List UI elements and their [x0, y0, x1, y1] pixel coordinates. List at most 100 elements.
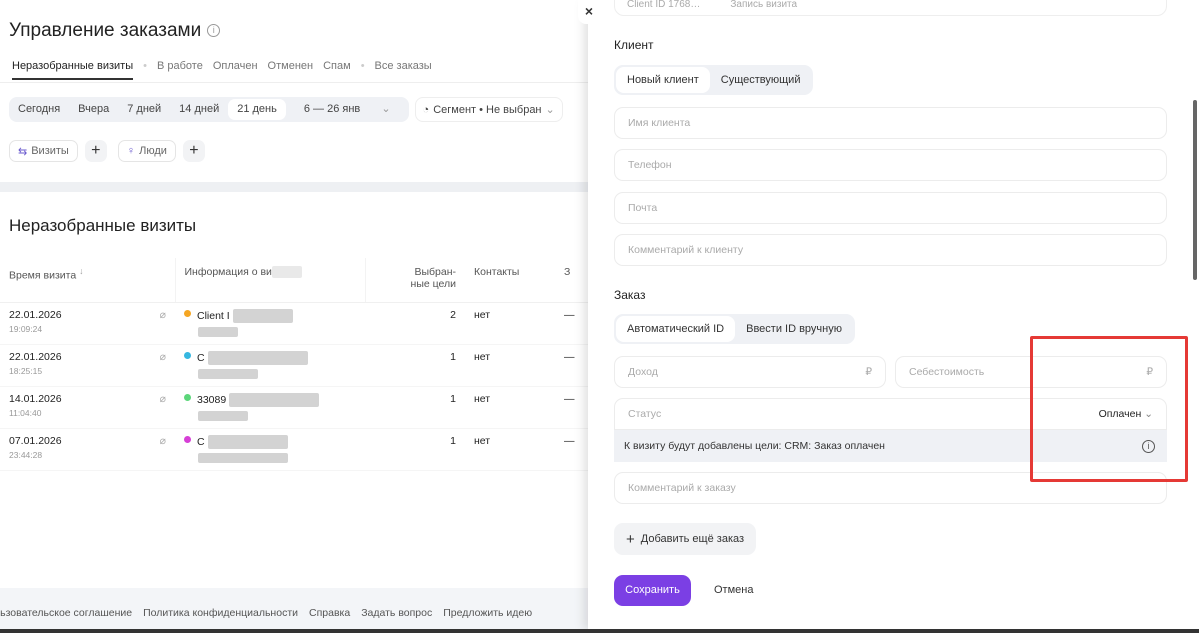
visits-table: Время визита ↓ Информация о ви Выбран- н… — [0, 258, 600, 471]
visit-info-cell: Client I — [175, 302, 365, 345]
segment-select[interactable]: ◔ Сегмент • Не выбран ⌄ — [414, 97, 563, 122]
header-visit-time[interactable]: Время визита ↓ — [0, 258, 175, 303]
add-visits-filter-button[interactable]: + — [84, 140, 107, 162]
visit-info-cell: C — [175, 428, 365, 471]
email-input[interactable]: Почта — [614, 192, 1167, 224]
pie-icon: ◔ — [422, 103, 430, 116]
goals-cell: 1 — [365, 344, 465, 387]
goals-cell: 1 — [365, 428, 465, 471]
goals-cell: 1 — [365, 386, 465, 429]
visit-info-cell: 33089 — [175, 386, 365, 429]
chip-row: ⇆ Визиты + ♀ Люди + — [9, 140, 205, 162]
close-icon[interactable]: × — [578, 0, 600, 24]
tab-spam[interactable]: Спам — [323, 60, 351, 72]
redacted — [198, 326, 238, 337]
date-21days[interactable]: 21 день — [228, 99, 286, 120]
header-goals: Выбран- ные цели — [364, 258, 465, 303]
date-presets: Сегодня Вчера 7 дней 14 дней 21 день 6 —… — [9, 97, 409, 122]
income-input[interactable]: Доход ₽ — [614, 356, 886, 388]
plus-icon: + — [626, 530, 635, 548]
ruble-icon: ₽ — [865, 366, 872, 378]
tab-in-work[interactable]: В работе — [156, 60, 203, 72]
tab-unsorted[interactable]: Неразобранные визиты — [12, 60, 134, 80]
footer-link-agreement[interactable]: льзовательское соглашение — [0, 607, 133, 619]
client-comment-input[interactable]: Комментарий к клиенту — [614, 234, 1167, 266]
tab-separator: • — [143, 60, 147, 72]
add-people-filter-button[interactable]: + — [182, 140, 205, 162]
cancel-button[interactable]: Отмена — [714, 584, 754, 596]
tab-all[interactable]: Все заказы — [374, 60, 432, 72]
info-icon[interactable]: i — [1142, 439, 1155, 453]
ruble-icon: ₽ — [1146, 366, 1153, 378]
date-range-picker[interactable]: 6 — 26 янв ⌄ — [286, 99, 409, 120]
header-info: Информация о ви — [174, 258, 365, 303]
visit-time-cell: 22.01.2026 ⌀ 18:25:15 — [0, 344, 175, 387]
orders-page: Управление заказами i Неразобранные визит… — [0, 20, 600, 630]
section-divider — [0, 182, 600, 192]
toggle-manual-id[interactable]: Ввести ID вручную — [746, 323, 842, 335]
date-7days[interactable]: 7 дней — [127, 103, 162, 115]
phone-input[interactable]: Телефон — [614, 149, 1167, 181]
swap-icon: ⇆ — [18, 145, 28, 158]
redacted — [229, 392, 320, 407]
client-name-input[interactable]: Имя клиента — [614, 107, 1167, 139]
visit-info-cell: C — [175, 344, 365, 387]
redacted — [198, 410, 248, 421]
attach-icon[interactable]: ⌀ — [159, 392, 166, 405]
add-order-button[interactable]: + Добавить ещё заказ — [614, 523, 757, 555]
date-yesterday[interactable]: Вчера — [78, 103, 110, 115]
scrollbar[interactable] — [1193, 100, 1197, 280]
visits-chip[interactable]: ⇆ Визиты — [9, 140, 78, 162]
tab-separator: • — [360, 60, 365, 72]
section-title: Неразобранные визиты — [9, 216, 197, 235]
status-select[interactable]: Статус Оплачен ⌄ — [614, 398, 1167, 430]
filter-row: Сегодня Вчера 7 дней 14 дней 21 день 6 —… — [9, 97, 563, 122]
table-row[interactable]: 14.01.2026 ⌀ 11:04:40 33089 1 нет — — [0, 386, 600, 429]
tab-cancelled[interactable]: Отменен — [267, 60, 314, 72]
footer-link-privacy[interactable]: Политика конфиденциальности — [143, 607, 298, 619]
date-today[interactable]: Сегодня — [18, 103, 61, 115]
footer-link-idea[interactable]: Предложить идею — [443, 607, 533, 619]
info-icon[interactable]: i — [207, 24, 221, 37]
tab-paid[interactable]: Оплачен — [212, 60, 258, 72]
toggle-auto-id[interactable]: Автоматический ID — [616, 316, 736, 342]
people-chip[interactable]: ♀ Люди — [117, 140, 176, 162]
redacted — [198, 368, 258, 379]
save-button[interactable]: Сохранить — [614, 575, 691, 606]
redacted — [207, 350, 308, 365]
date-14days[interactable]: 14 дней — [179, 103, 220, 115]
footer-link-ask[interactable]: Задать вопрос — [361, 607, 433, 619]
order-side-panel: × Client ID 1768… Запись визита Клиент Но… — [578, 0, 1199, 630]
person-icon: ♀ — [126, 145, 136, 157]
source-icon — [184, 394, 191, 402]
attach-icon[interactable]: ⌀ — [159, 308, 166, 321]
table-row[interactable]: 22.01.2026 ⌀ 18:25:15 C 1 нет — — [0, 344, 600, 387]
chevron-down-icon: ⌄ — [381, 103, 391, 115]
page-title: Управление заказами i — [9, 20, 221, 42]
goals-note: К визиту будут добавлены цели: CRM: Зака… — [614, 430, 1167, 462]
toggle-new-client[interactable]: Новый клиент — [616, 67, 710, 93]
goals-cell: 2 — [365, 302, 465, 345]
order-comment-input[interactable]: Комментарий к заказу — [614, 472, 1167, 504]
visit-time-cell: 14.01.2026 ⌀ 11:04:40 — [0, 386, 175, 429]
contacts-cell: нет — [465, 302, 555, 345]
chevron-down-icon: ⌄ — [1144, 408, 1153, 420]
redacted — [232, 308, 293, 323]
order-label: Заказ — [614, 288, 646, 302]
footer: льзовательское соглашение Политика конфи… — [0, 588, 588, 630]
attach-icon[interactable]: ⌀ — [159, 434, 166, 447]
record-link[interactable]: Запись визита — [730, 0, 798, 10]
visit-time-cell: 22.01.2026 ⌀ 19:09:24 — [0, 302, 175, 345]
window-edge — [0, 629, 1199, 633]
attach-icon[interactable]: ⌀ — [159, 350, 166, 363]
toggle-existing-client[interactable]: Существующий — [720, 74, 801, 86]
contacts-cell: нет — [465, 428, 555, 471]
table-row[interactable]: 07.01.2026 ⌀ 23:44:28 C 1 нет — — [0, 428, 600, 471]
visit-card: Client ID 1768… Запись визита — [614, 0, 1167, 16]
status-tabs: Неразобранные визиты • В работе Оплачен … — [12, 60, 432, 80]
divider — [0, 82, 600, 83]
table-row[interactable]: 22.01.2026 ⌀ 19:09:24 Client I 2 нет — — [0, 302, 600, 345]
source-icon — [184, 310, 191, 318]
footer-link-help[interactable]: Справка — [309, 607, 351, 619]
client-label: Клиент — [614, 38, 654, 52]
